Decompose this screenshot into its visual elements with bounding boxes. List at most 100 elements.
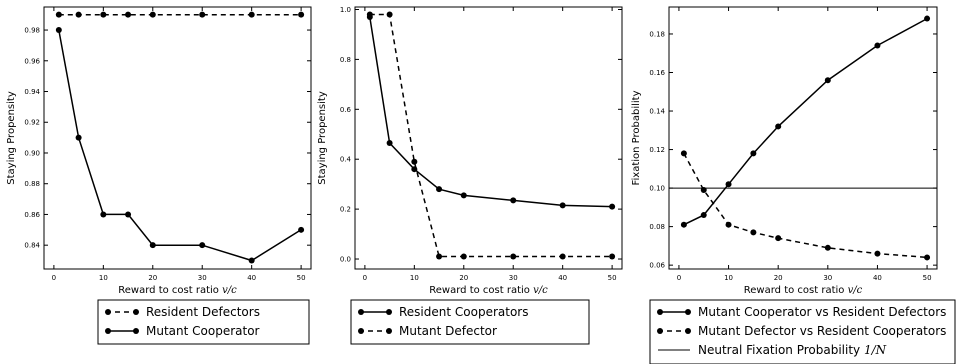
- y-tick-label: 0.0: [340, 256, 351, 264]
- data-point: [750, 150, 757, 157]
- data-point: [386, 11, 393, 18]
- y-tick-label: 0.84: [24, 242, 40, 250]
- data-point: [775, 235, 782, 242]
- plot-frame: [43, 6, 312, 270]
- x-tick-label: 40: [558, 274, 567, 282]
- y-tick-label: 0.4: [340, 156, 352, 164]
- data-point: [248, 11, 255, 18]
- series-line-1: [683, 17, 928, 226]
- data-point: [199, 242, 206, 249]
- x-tick-label: 10: [99, 274, 108, 282]
- y-tick-label: 0.8: [340, 56, 351, 64]
- data-point: [725, 181, 732, 188]
- data-point: [125, 11, 132, 18]
- legend-marker: [657, 309, 663, 315]
- data-point: [700, 187, 707, 194]
- legend-label-text: Neutral Fixation Probability: [698, 343, 864, 357]
- y-axis-label: Staying Propensity: [317, 91, 328, 185]
- x-axis-label-text: Reward to cost ratio: [429, 285, 533, 296]
- data-point: [460, 192, 467, 199]
- legend-box: [350, 299, 590, 345]
- x-tick-label: 30: [198, 274, 207, 282]
- data-point: [609, 203, 616, 210]
- data-point: [559, 202, 566, 209]
- x-axis-label-var: v/c: [222, 285, 237, 296]
- legend-label: Mutant Cooperator: [146, 324, 260, 338]
- x-tick-label: 30: [509, 274, 518, 282]
- x-tick-label: 40: [247, 274, 256, 282]
- legend: Resident Defectors Mutant Cooperator: [97, 299, 310, 345]
- legend-marker: [133, 309, 139, 315]
- data-point: [436, 186, 443, 193]
- y-tick-label: 0.16: [649, 69, 665, 77]
- legend: Resident Cooperators Mutant Defector: [350, 299, 590, 345]
- legend-label: Resident Cooperators: [399, 305, 528, 319]
- x-tick-label: 10: [410, 274, 419, 282]
- y-tick-label: 0.90: [24, 149, 40, 157]
- data-point: [75, 11, 82, 18]
- legend-marker: [685, 309, 691, 315]
- x-axis-label: Reward to cost ratio v/c: [744, 285, 863, 296]
- legend-marker: [386, 309, 392, 315]
- x-axis-label: Reward to cost ratio v/c: [118, 285, 237, 296]
- data-point: [924, 254, 931, 261]
- plot-frame: [668, 6, 938, 270]
- y-tick-label: 0.98: [24, 27, 40, 35]
- legend-label: Resident Defectors: [146, 305, 260, 319]
- y-tick-label: 1.0: [340, 6, 351, 14]
- data-point: [411, 158, 418, 165]
- data-point: [149, 242, 156, 249]
- legend-label: Mutant Defector: [399, 324, 497, 338]
- data-point: [874, 42, 881, 49]
- x-axis-label: Reward to cost ratio v/c: [429, 285, 548, 296]
- data-point: [924, 15, 931, 22]
- series-line-1: [369, 16, 613, 208]
- x-axis-label-var: v/c: [533, 285, 548, 296]
- y-axis-label: Staying Propensity: [6, 91, 17, 185]
- series-line-2: [58, 29, 302, 262]
- data-point: [386, 139, 393, 146]
- x-tick-label: 20: [774, 274, 783, 282]
- x-tick-label: 20: [148, 274, 157, 282]
- y-tick-label: 0.10: [649, 185, 665, 193]
- y-tick-label: 0.92: [24, 119, 40, 127]
- data-point: [775, 123, 782, 130]
- chart-panel-1: 0 10 20 30 40 50 0.84 0.86 0.88 0.90 0.92 0.94 0.96 0…: [6, 6, 312, 345]
- data-point: [100, 11, 107, 18]
- data-point: [824, 77, 831, 84]
- legend-box: [97, 299, 310, 345]
- data-point: [824, 244, 831, 251]
- x-tick-label: 10: [724, 274, 733, 282]
- y-tick-label: 0.94: [24, 88, 40, 96]
- data-point: [298, 11, 305, 18]
- data-point: [199, 11, 206, 18]
- data-point: [609, 253, 616, 260]
- y-tick-label: 0.6: [340, 106, 352, 114]
- y-tick-label: 0.08: [649, 223, 665, 231]
- plot-frame: [354, 6, 623, 270]
- legend-marker: [105, 309, 111, 315]
- data-point: [460, 253, 467, 260]
- data-point: [55, 11, 62, 18]
- data-point: [874, 250, 881, 257]
- data-point: [366, 11, 373, 18]
- data-point: [680, 221, 687, 228]
- legend-box: [649, 299, 956, 364]
- data-point: [75, 134, 82, 141]
- legend-label: Neutral Fixation Probability 1/N: [698, 343, 887, 357]
- x-tick-label: 0: [677, 274, 681, 282]
- legend: Mutant Cooperator vs Resident Defectors M…: [649, 299, 956, 364]
- x-tick-label: 0: [52, 274, 56, 282]
- y-tick-label: 0.14: [649, 108, 665, 116]
- x-axis-label-text: Reward to cost ratio: [744, 285, 848, 296]
- legend-marker: [685, 328, 691, 334]
- legend-marker: [358, 328, 364, 334]
- legend-label: Mutant Cooperator vs Resident Defectors: [698, 305, 946, 319]
- legend-label: Mutant Defector vs Resident Cooperators: [698, 324, 946, 338]
- x-tick-label: 20: [459, 274, 468, 282]
- data-point: [298, 226, 305, 233]
- data-point: [436, 253, 443, 260]
- data-point: [125, 211, 132, 218]
- y-tick-label: 0.2: [340, 206, 351, 214]
- y-tick-label: 0.12: [649, 146, 665, 154]
